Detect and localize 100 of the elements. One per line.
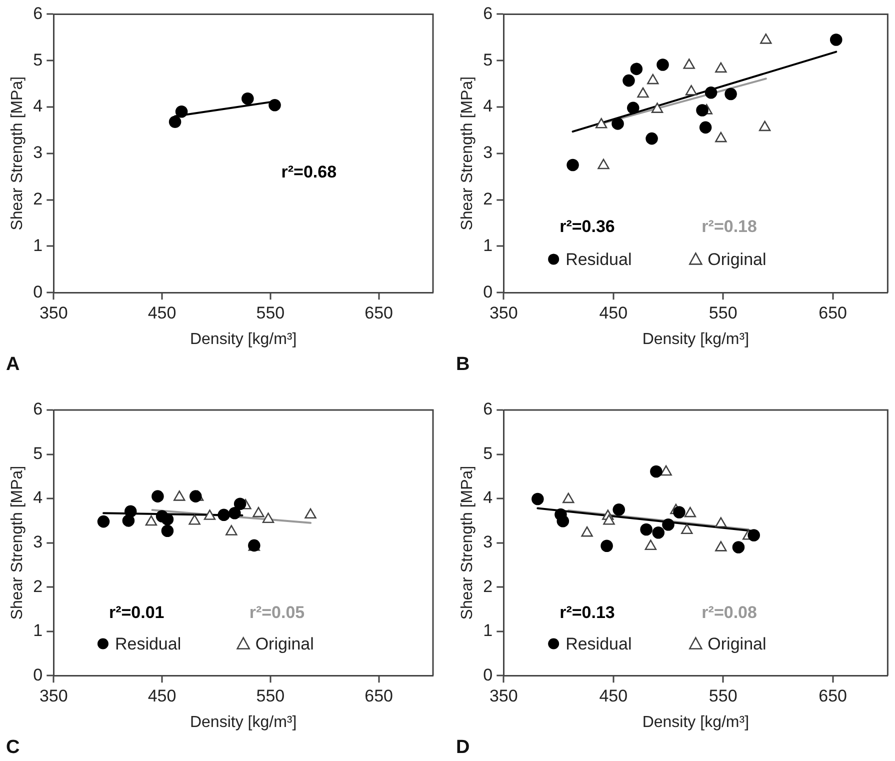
point <box>644 540 657 550</box>
legend-label: Original <box>708 634 766 654</box>
point <box>630 62 643 76</box>
x-tick-label: 450 <box>148 303 176 322</box>
y-tick-label: 1 <box>33 236 43 255</box>
point <box>715 62 727 73</box>
point <box>637 87 649 98</box>
point <box>660 465 672 476</box>
x-tick-label: 350 <box>489 686 518 706</box>
x-tick-label: 450 <box>148 686 176 706</box>
point <box>226 525 238 536</box>
point <box>188 514 200 525</box>
point <box>612 503 626 516</box>
x-tick-label: 550 <box>708 303 738 322</box>
annotation: r²=0.18 <box>702 216 757 236</box>
point <box>603 514 615 525</box>
y-tick-label: 4 <box>483 96 493 116</box>
point <box>562 492 574 504</box>
y-tick-label: 6 <box>483 4 493 23</box>
legend-label: Residual <box>566 634 632 654</box>
y-tick-label: 4 <box>33 96 43 116</box>
x-tick-label: 350 <box>489 303 518 322</box>
point <box>684 506 696 518</box>
point <box>242 92 254 105</box>
y-tick-label: 3 <box>33 143 43 162</box>
point <box>760 34 772 44</box>
point <box>304 508 316 519</box>
x-tick-label: 650 <box>818 303 848 322</box>
y-tick-label: 3 <box>483 143 493 162</box>
point <box>724 88 737 100</box>
point <box>662 518 674 531</box>
point <box>748 529 760 542</box>
y-tick-label: 0 <box>33 282 43 302</box>
point <box>600 540 613 552</box>
x-axis-title: Density [kg/m³] <box>190 331 297 348</box>
point <box>161 513 174 526</box>
annotation: r²=0.01 <box>108 602 164 622</box>
point <box>699 121 712 134</box>
point <box>532 492 544 506</box>
point <box>622 74 635 87</box>
y-tick-label: 6 <box>33 400 43 419</box>
annotation: r²=0.36 <box>560 216 615 236</box>
x-axis-title: Density [kg/m³] <box>642 714 750 732</box>
point <box>715 517 727 528</box>
x-tick-label: 450 <box>599 686 628 706</box>
y-tick-label: 3 <box>483 532 493 552</box>
y-tick-label: 2 <box>483 189 493 208</box>
x-tick-label: 350 <box>39 686 68 706</box>
point <box>640 523 652 536</box>
point <box>268 98 281 112</box>
point <box>704 86 718 99</box>
point <box>656 58 669 71</box>
annotation: r²=0.13 <box>560 602 615 622</box>
point <box>696 104 708 116</box>
legend-label: Residual <box>114 634 182 654</box>
y-tick-label: 1 <box>33 621 43 640</box>
point <box>715 541 727 552</box>
point <box>168 116 182 128</box>
y-tick-label: 3 <box>33 532 43 552</box>
y-tick-label: 5 <box>483 50 493 70</box>
annotation: r²=0.08 <box>702 602 757 622</box>
y-axis-title: Shear Strength [MPa] <box>459 76 476 230</box>
y-tick-label: 5 <box>33 444 43 463</box>
point <box>204 510 216 520</box>
point <box>681 524 693 534</box>
point <box>97 515 110 528</box>
point <box>612 118 624 130</box>
x-tick-label: 550 <box>708 686 738 706</box>
y-tick-label: 2 <box>483 576 493 596</box>
legend-label: Original <box>255 634 314 654</box>
x-tick-label: 650 <box>364 686 393 706</box>
x-axis-title: Density [kg/m³] <box>642 331 750 348</box>
point <box>175 105 188 118</box>
y-tick-label: 1 <box>483 621 493 640</box>
y-tick-label: 2 <box>33 189 43 208</box>
point <box>174 490 186 501</box>
x-tick-label: 350 <box>39 303 68 322</box>
annotation: r²=0.05 <box>249 602 305 622</box>
y-axis-title: Shear Strength [MPa] <box>9 76 26 230</box>
y-tick-label: 6 <box>483 400 493 419</box>
point <box>145 515 158 526</box>
legend-label: Original <box>708 250 766 269</box>
x-tick-label: 550 <box>256 303 285 322</box>
point <box>581 526 593 537</box>
point <box>732 541 745 554</box>
point <box>161 524 174 537</box>
point <box>673 506 686 518</box>
point <box>683 58 695 69</box>
point <box>262 512 274 523</box>
y-tick-label: 0 <box>483 282 493 302</box>
point <box>152 490 164 502</box>
y-tick-label: 0 <box>483 665 493 684</box>
x-tick-label: 450 <box>599 303 628 322</box>
text: C <box>6 736 20 758</box>
x-tick-label: 650 <box>364 303 393 322</box>
point <box>715 132 727 142</box>
point <box>647 74 659 84</box>
point <box>646 132 658 145</box>
point <box>228 506 241 520</box>
point <box>566 158 579 172</box>
